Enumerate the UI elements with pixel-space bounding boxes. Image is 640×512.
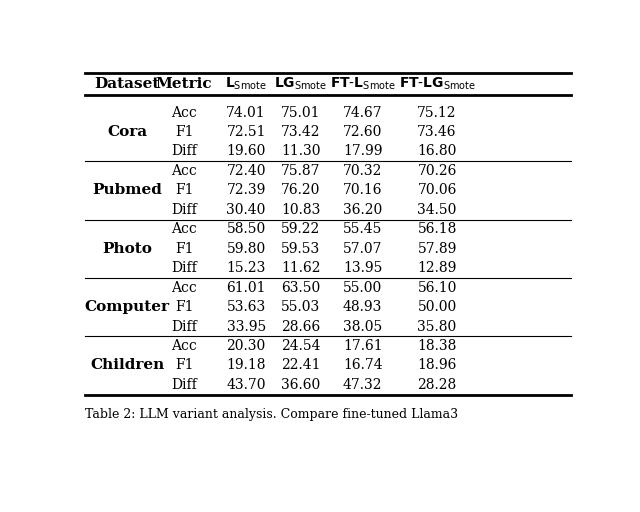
Text: 70.06: 70.06	[417, 183, 457, 197]
Text: 18.96: 18.96	[417, 358, 457, 372]
Text: 57.89: 57.89	[417, 242, 457, 255]
Text: 11.30: 11.30	[281, 144, 321, 158]
Text: 72.39: 72.39	[227, 183, 266, 197]
Text: 34.50: 34.50	[417, 203, 457, 217]
Text: Acc: Acc	[172, 105, 197, 120]
Text: 72.51: 72.51	[227, 125, 266, 139]
Text: Acc: Acc	[172, 222, 197, 236]
Text: 55.00: 55.00	[343, 281, 382, 294]
Text: F1: F1	[175, 183, 193, 197]
Text: 20.30: 20.30	[227, 339, 266, 353]
Text: 38.05: 38.05	[343, 319, 382, 333]
Text: 11.62: 11.62	[281, 261, 321, 275]
Text: 48.93: 48.93	[343, 300, 383, 314]
Text: 76.20: 76.20	[281, 183, 321, 197]
Text: 33.95: 33.95	[227, 319, 266, 333]
Text: Diff: Diff	[172, 319, 197, 333]
Text: 56.18: 56.18	[417, 222, 457, 236]
Text: 72.60: 72.60	[343, 125, 383, 139]
Text: 55.03: 55.03	[281, 300, 321, 314]
Text: Diff: Diff	[172, 378, 197, 392]
Text: 13.95: 13.95	[343, 261, 383, 275]
Text: 47.32: 47.32	[343, 378, 383, 392]
Text: 57.07: 57.07	[343, 242, 383, 255]
Text: $\mathbf{FT\text{-}LG}_{\mathrm{Smote}}$: $\mathbf{FT\text{-}LG}_{\mathrm{Smote}}$	[399, 76, 476, 92]
Text: Acc: Acc	[172, 164, 197, 178]
Text: F1: F1	[175, 300, 193, 314]
Text: 58.50: 58.50	[227, 222, 266, 236]
Text: Metric: Metric	[156, 77, 212, 91]
Text: 43.70: 43.70	[227, 378, 266, 392]
Text: $\mathbf{LG}_{\mathrm{Smote}}$: $\mathbf{LG}_{\mathrm{Smote}}$	[274, 76, 327, 92]
Text: 36.60: 36.60	[281, 378, 321, 392]
Text: 30.40: 30.40	[227, 203, 266, 217]
Text: 56.10: 56.10	[417, 281, 457, 294]
Text: 61.01: 61.01	[227, 281, 266, 294]
Text: 63.50: 63.50	[281, 281, 321, 294]
Text: 17.99: 17.99	[343, 144, 383, 158]
Text: Cora: Cora	[107, 125, 147, 139]
Text: Diff: Diff	[172, 144, 197, 158]
Text: 50.00: 50.00	[417, 300, 457, 314]
Text: 19.60: 19.60	[227, 144, 266, 158]
Text: 18.38: 18.38	[417, 339, 457, 353]
Text: 72.40: 72.40	[227, 164, 266, 178]
Text: 24.54: 24.54	[281, 339, 321, 353]
Text: $\mathbf{L}_{\mathrm{Smote}}$: $\mathbf{L}_{\mathrm{Smote}}$	[225, 76, 267, 92]
Text: Pubmed: Pubmed	[92, 183, 162, 197]
Text: 36.20: 36.20	[343, 203, 382, 217]
Text: Dataset: Dataset	[95, 77, 160, 91]
Text: 16.74: 16.74	[343, 358, 383, 372]
Text: 59.22: 59.22	[281, 222, 321, 236]
Text: Children: Children	[90, 358, 164, 372]
Text: F1: F1	[175, 242, 193, 255]
Text: 70.26: 70.26	[417, 164, 457, 178]
Text: Computer: Computer	[84, 300, 170, 314]
Text: Photo: Photo	[102, 242, 152, 255]
Text: 75.01: 75.01	[281, 105, 321, 120]
Text: 15.23: 15.23	[227, 261, 266, 275]
Text: 73.46: 73.46	[417, 125, 457, 139]
Text: 73.42: 73.42	[281, 125, 321, 139]
Text: Diff: Diff	[172, 203, 197, 217]
Text: 19.18: 19.18	[227, 358, 266, 372]
Text: Acc: Acc	[172, 281, 197, 294]
Text: Table 2: LLM variant analysis. Compare fine-tuned Llama3: Table 2: LLM variant analysis. Compare f…	[85, 409, 458, 421]
Text: 35.80: 35.80	[417, 319, 457, 333]
Text: 22.41: 22.41	[281, 358, 321, 372]
Text: F1: F1	[175, 358, 193, 372]
Text: 75.87: 75.87	[281, 164, 321, 178]
Text: $\mathbf{FT\text{-}L}_{\mathrm{Smote}}$: $\mathbf{FT\text{-}L}_{\mathrm{Smote}}$	[330, 76, 396, 92]
Text: 16.80: 16.80	[417, 144, 457, 158]
Text: Diff: Diff	[172, 261, 197, 275]
Text: 74.67: 74.67	[343, 105, 383, 120]
Text: 74.01: 74.01	[227, 105, 266, 120]
Text: 59.80: 59.80	[227, 242, 266, 255]
Text: 28.28: 28.28	[417, 378, 457, 392]
Text: 55.45: 55.45	[343, 222, 383, 236]
Text: Acc: Acc	[172, 339, 197, 353]
Text: 75.12: 75.12	[417, 105, 457, 120]
Text: 53.63: 53.63	[227, 300, 266, 314]
Text: 10.83: 10.83	[281, 203, 321, 217]
Text: 12.89: 12.89	[417, 261, 457, 275]
Text: 70.16: 70.16	[343, 183, 383, 197]
Text: 28.66: 28.66	[281, 319, 321, 333]
Text: 59.53: 59.53	[281, 242, 321, 255]
Text: 17.61: 17.61	[343, 339, 383, 353]
Text: 70.32: 70.32	[343, 164, 383, 178]
Text: F1: F1	[175, 125, 193, 139]
